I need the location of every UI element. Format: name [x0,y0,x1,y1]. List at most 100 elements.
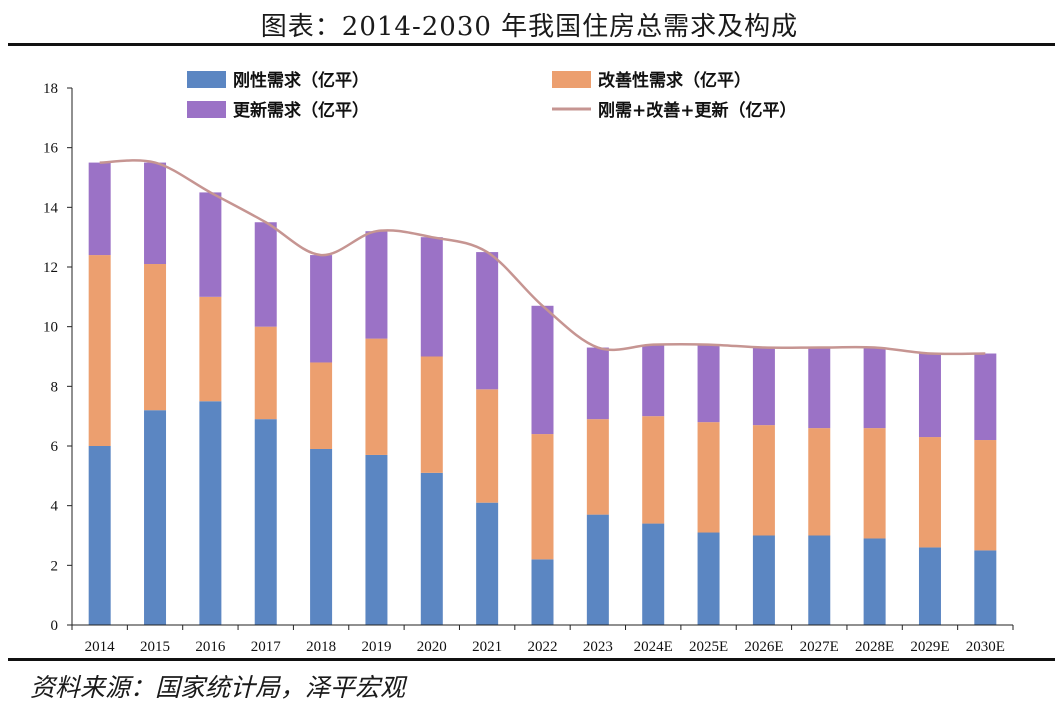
source-note: 资料来源：国家统计局，泽平宏观 [30,673,406,702]
x-tick-label-2017: 2017 [251,639,282,655]
bar-rigid-2023 [586,514,609,625]
x-tick-label-2015: 2015 [140,639,170,655]
y-tick-label-10: 10 [43,320,58,336]
bar-renewal-2024E [642,344,665,417]
y-tick-label-4: 4 [51,499,59,515]
bar-renewal-2016 [199,192,222,297]
bar-rigid-2015 [144,410,167,625]
x-tick-label-2030E: 2030E [966,639,1005,655]
bar-improvement-2019 [365,338,388,455]
legend-swatch-rigid [187,71,226,88]
legend-item-total: 刚需+改善+更新（亿平） [552,100,797,121]
x-tick-label-2022: 2022 [528,639,558,655]
x-tick-label-2021: 2021 [472,639,502,655]
bar-improvement-2018 [310,362,333,449]
bar-renewal-2017 [254,222,277,327]
bar-renewal-2022 [531,305,554,435]
legend-swatch-improvement [552,71,591,88]
y-tick-label-12: 12 [43,260,58,276]
legend-label-renewal: 更新需求（亿平） [233,100,369,121]
y-ticks: 0 2 4 6 8 10 12 14 16 18 [43,81,72,634]
bar-rigid-2027E [808,535,831,625]
x-tick-label-2019: 2019 [361,639,391,655]
total-demand-line [99,159,986,356]
x-tick-label-2020: 2020 [417,639,447,655]
bar-renewal-2029E [918,353,941,438]
bar-rigid-2029E [918,547,941,625]
bar-rigid-2014 [88,446,111,625]
legend-swatch-renewal [187,101,226,118]
bar-improvement-2020 [420,356,443,473]
bar-improvement-2023 [586,419,609,515]
x-tick-label-2027E: 2027E [800,639,839,655]
y-tick-label-14: 14 [43,200,59,216]
y-tick-label-16: 16 [43,141,59,157]
x-tick-label-2028E: 2028E [855,639,894,655]
legend-label-improvement: 改善性需求（亿平） [598,70,751,91]
legend: 刚性需求（亿平） 改善性需求（亿平） 更新需求（亿平） 刚需+改善+更新（亿平） [187,70,797,121]
bar-improvement-2026E [752,425,775,536]
x-tick-label-2029E: 2029E [910,639,949,655]
bar-rigid-2017 [254,419,277,625]
bar-rigid-2020 [420,472,443,625]
legend-label-rigid: 刚性需求（亿平） [233,70,369,91]
y-tick-label-6: 6 [51,439,59,455]
bar-rigid-2022 [531,559,554,625]
bar-rigid-2024E [642,523,665,625]
bar-improvement-2015 [144,264,167,411]
bar-rigid-2025E [697,532,720,625]
bar-improvement-2014 [88,255,111,446]
bottom-rule [8,658,1055,661]
stacked-bar-chart: 刚性需求（亿平） 改善性需求（亿平） 更新需求（亿平） 刚需+改善+更新（亿平）… [43,70,1014,655]
bar-renewal-2026E [752,347,775,426]
bar-rigid-2030E [974,550,997,625]
legend-item-rigid: 刚性需求（亿平） [187,70,369,91]
bar-rigid-2019 [365,454,388,625]
axes [71,88,1013,626]
bar-improvement-2021 [476,389,499,503]
bars-group [88,162,997,625]
legend-label-total: 刚需+改善+更新（亿平） [598,100,797,121]
bar-rigid-2016 [199,401,222,625]
bar-improvement-2028E [863,428,886,539]
bar-rigid-2018 [310,448,333,625]
x-tick-label-2018: 2018 [306,639,336,655]
bar-renewal-2018 [310,255,333,363]
x-tick-label-2024E: 2024E [634,639,673,655]
bar-rigid-2028E [863,538,886,625]
x-tick-label-2026E: 2026E [744,639,783,655]
bar-improvement-2025E [697,422,720,533]
x-tick-label-2023: 2023 [583,639,613,655]
bar-improvement-2024E [642,416,665,524]
bar-renewal-2021 [476,252,499,390]
y-tick-label-8: 8 [51,379,59,395]
x-ticks: 2014 2015 2016 2017 2018 2019 2020 2021 2022 2023… [71,625,1014,655]
y-tick-label-0: 0 [51,618,59,634]
bar-rigid-2026E [752,535,775,625]
bar-renewal-2025E [697,344,720,423]
legend-item-improvement: 改善性需求（亿平） [552,70,751,91]
legend-item-renewal: 更新需求（亿平） [187,100,369,121]
bar-rigid-2021 [476,502,499,625]
bar-renewal-2028E [863,347,886,429]
bar-renewal-2023 [586,347,609,420]
bar-improvement-2030E [974,440,997,551]
bar-renewal-2015 [144,162,167,265]
y-tick-label-2: 2 [51,558,59,574]
bar-renewal-2020 [420,237,443,357]
figure-title: 图表：2014-2030 年我国住房总需求及构成 [260,12,799,42]
bar-renewal-2019 [365,231,388,339]
bar-improvement-2016 [199,296,222,402]
x-tick-label-2016: 2016 [195,639,226,655]
bar-renewal-2027E [808,347,831,429]
bar-renewal-2030E [974,353,997,441]
x-tick-label-2025E: 2025E [689,639,728,655]
bar-improvement-2027E [808,428,831,536]
bar-renewal-2014 [88,162,111,256]
x-tick-label-2014: 2014 [85,639,116,655]
bar-improvement-2017 [254,326,277,420]
bar-improvement-2029E [918,437,941,548]
top-rule [8,43,1055,46]
bar-improvement-2022 [531,434,554,560]
y-tick-label-18: 18 [43,81,58,97]
